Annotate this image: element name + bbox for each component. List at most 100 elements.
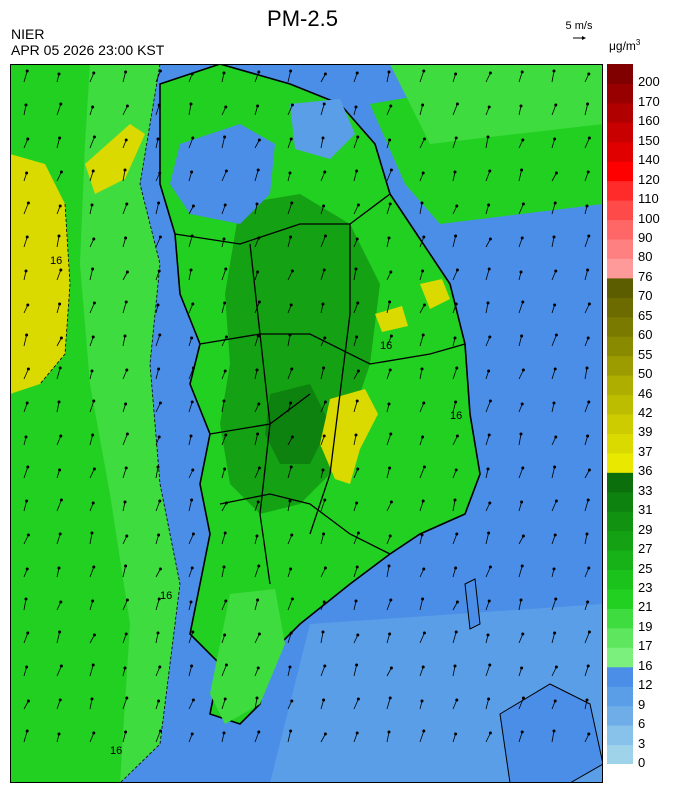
wind-arrow <box>155 666 161 677</box>
wind-arrow-head <box>189 434 193 438</box>
wind-arrow-head <box>520 666 524 670</box>
wind-arrow <box>452 699 458 710</box>
wind-arrow-head <box>256 104 260 108</box>
wind-arrow <box>122 105 128 116</box>
inland-blue-zone <box>170 124 275 224</box>
wind-arrow-head <box>323 72 327 76</box>
wind-arrow <box>485 732 491 743</box>
wind-arrow <box>23 270 27 281</box>
wind-arrow <box>23 202 29 215</box>
wind-arrow-head <box>454 566 458 570</box>
wind-arrow-head <box>387 402 391 406</box>
wind-arrow-head <box>224 501 228 505</box>
wind-arrow-head <box>586 600 590 604</box>
wind-arrow-head <box>290 597 294 601</box>
wind-arrow <box>23 730 28 743</box>
wind-arrow <box>23 368 29 380</box>
wind-arrow-head <box>322 698 326 702</box>
wind-reference-vector: 5 m/s <box>557 20 601 47</box>
wind-arrow-head <box>355 501 359 505</box>
wind-arrow <box>254 697 258 710</box>
wind-arrow-head <box>552 235 556 239</box>
wind-arrow-head <box>587 136 591 140</box>
legend-tick-label: 21 <box>638 599 653 615</box>
wind-arrow-head <box>322 204 326 208</box>
wind-arrow <box>551 70 555 83</box>
wind-arrow <box>452 367 458 380</box>
wind-arrow-head <box>257 564 261 568</box>
wind-arrow <box>89 204 93 215</box>
wind-arrow-head <box>257 70 261 74</box>
wind-arrow <box>155 598 160 611</box>
wind-arrow-head <box>25 729 29 733</box>
wind-arrow <box>56 137 60 149</box>
north-blue-zone <box>290 99 355 159</box>
wind-arrow-head <box>586 434 590 438</box>
wind-arrow-head <box>58 366 62 370</box>
wind-arrow-head <box>389 598 393 602</box>
wind-arrow <box>122 633 127 644</box>
wind-vector-field <box>23 69 591 743</box>
wind-arrow <box>386 565 390 578</box>
wind-arrow-head <box>224 599 228 603</box>
wind-arrow <box>221 136 225 149</box>
wind-arrow-head <box>256 168 260 172</box>
wind-arrow-head <box>289 729 293 733</box>
legend-tick-label: 33 <box>638 482 653 498</box>
wind-arrow-head <box>389 168 393 172</box>
wind-arrow-head <box>322 268 326 272</box>
wind-arrow-head <box>91 105 95 109</box>
legend-tick-label: 70 <box>638 288 653 304</box>
wind-arrow-head <box>222 731 226 735</box>
wind-arrow <box>485 566 491 578</box>
wind-arrow <box>89 532 93 545</box>
wind-arrow <box>89 302 95 314</box>
legend-color-swatch <box>607 277 633 298</box>
legend-tick-label: 120 <box>638 171 660 187</box>
legend-color-swatch <box>607 608 633 629</box>
wind-arrow-head <box>290 367 294 371</box>
legend-tick-label: 16 <box>638 657 653 673</box>
wind-arrow-head <box>224 105 228 109</box>
wind-arrow <box>56 435 62 446</box>
wind-arrow <box>551 632 555 644</box>
wind-arrow-head <box>57 566 61 570</box>
wind-arrow-head <box>521 696 525 700</box>
wind-arrow-head <box>290 201 294 205</box>
wind-arrow <box>287 632 292 644</box>
wind-arrow <box>287 500 291 512</box>
wind-arrow-head <box>125 598 129 602</box>
wind-arrow <box>353 532 359 545</box>
legend-color-swatch <box>607 180 633 201</box>
legend-color-swatch <box>607 569 633 590</box>
wind-arrow <box>188 367 194 380</box>
wind-arrow-head <box>322 532 326 536</box>
pm25-concentration-map: 16 16 16 16 16 <box>10 64 603 783</box>
wind-arrow-head <box>586 664 590 668</box>
legend-color-swatch <box>607 394 633 415</box>
wind-arrow <box>584 103 588 116</box>
wind-arrow <box>320 73 326 83</box>
wind-arrow <box>320 367 324 380</box>
wind-arrow-head <box>92 633 96 637</box>
legend-color-swatch <box>607 355 633 376</box>
wind-arrow-head <box>91 169 95 173</box>
wind-arrow <box>584 631 590 644</box>
wind-arrow-head <box>521 534 525 538</box>
wind-arrow-head <box>553 465 557 469</box>
wind-arrow-head <box>389 666 393 670</box>
wind-arrow-head <box>223 531 227 535</box>
wind-arrow <box>452 235 456 248</box>
wind-arrow <box>485 532 489 545</box>
legend-color-swatch <box>607 375 633 396</box>
wind-arrow-head <box>553 303 557 307</box>
wind-arrow <box>122 301 127 314</box>
wind-arrow-head <box>520 402 524 406</box>
wind-arrow-head <box>289 465 293 469</box>
wind-arrow-head <box>553 137 557 141</box>
wind-arrow-head <box>520 564 524 568</box>
wind-arrow-head <box>322 434 326 438</box>
wind-arrow-head <box>389 104 393 108</box>
wind-arrow-head <box>92 467 96 471</box>
wind-arrow <box>56 699 61 710</box>
